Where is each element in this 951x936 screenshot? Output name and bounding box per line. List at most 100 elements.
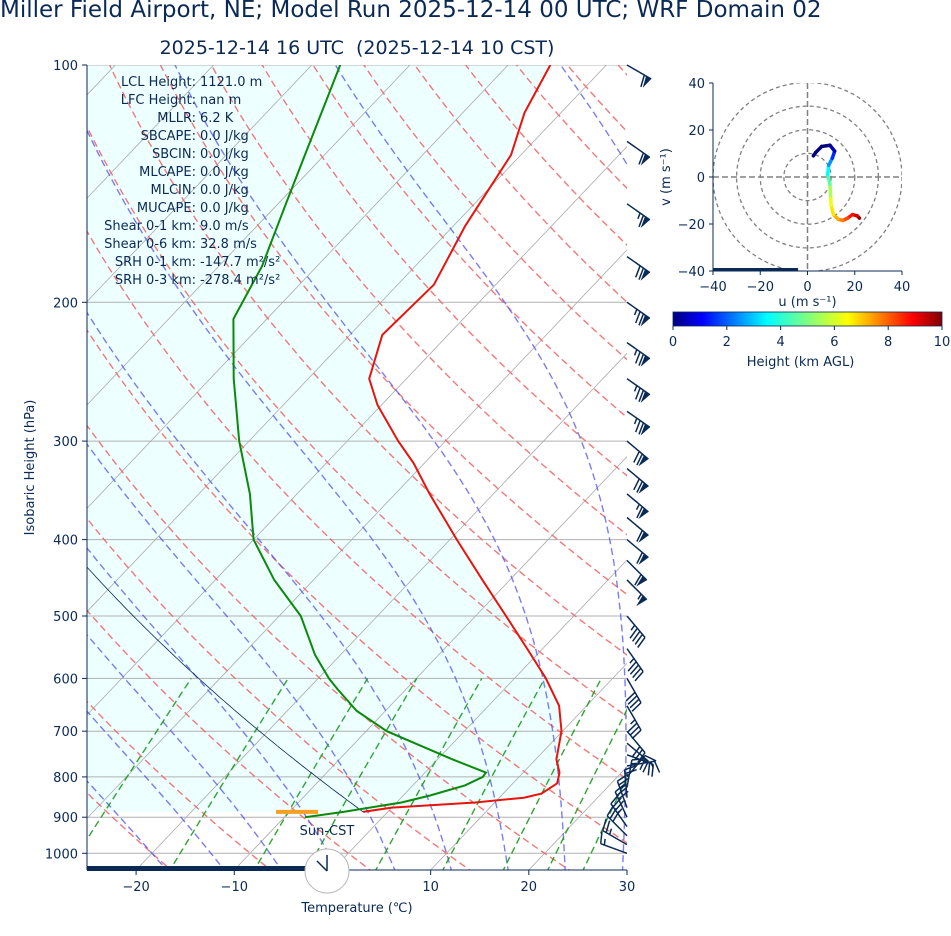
wind-barb-staff	[626, 203, 651, 228]
param-name: SRH 0-1 km:	[115, 255, 196, 270]
y-tick-label: 400	[53, 534, 78, 549]
hodograph-y-tick-label: 20	[688, 124, 705, 139]
wind-barb	[626, 467, 649, 494]
isotherm-line	[725, 65, 951, 870]
hodograph-y-tick-label: −20	[678, 218, 705, 233]
x-tick-label: −10	[221, 880, 248, 895]
isotherm-line	[87, 65, 411, 406]
wind-barb	[626, 742, 650, 773]
param-name: Shear 0-1 km:	[104, 219, 196, 234]
wind-barb-pennant	[636, 595, 647, 607]
param-name: SBCIN:	[152, 147, 196, 162]
parcel-path-line	[87, 566, 364, 813]
wind-barb-staff	[626, 378, 651, 402]
isotherm-line	[87, 65, 607, 613]
dry-adiabat-line	[87, 517, 471, 870]
dry-adiabat-line	[87, 609, 372, 870]
wind-barb-staff	[626, 410, 651, 435]
wind-barb	[599, 831, 628, 855]
param-value: 0.0 J/kg	[200, 129, 249, 144]
moist-adiabat-line	[87, 546, 340, 870]
sun-clock: Sun-CST	[300, 824, 354, 894]
hodograph-segment	[811, 150, 818, 158]
param-name: Shear 0-6 km:	[104, 237, 196, 252]
wind-barb-staff	[626, 705, 642, 740]
y-tick-label: 600	[53, 672, 78, 687]
colorbar-tick-label: 2	[723, 335, 731, 350]
wind-barb	[626, 440, 649, 467]
wind-barb	[626, 648, 644, 682]
x-axis-title: Temperature (℃)	[300, 901, 412, 916]
wind-barb-staff	[616, 773, 630, 808]
wind-barb-staff	[626, 516, 649, 542]
wind-barb	[626, 301, 651, 327]
param-name: LCL Height:	[121, 75, 196, 90]
skew-t-axes: 100 200 300 400 500 600 700 800 900 1000 −20 −10 10 2…	[23, 59, 635, 916]
y-tick-label: 100	[53, 59, 78, 74]
mixing-ratio-line	[547, 708, 627, 870]
wind-barb	[626, 378, 651, 403]
wind-barb-pennant	[636, 575, 647, 587]
wind-barb-pennant	[640, 154, 650, 166]
colorbar-title: Height (km AGL)	[747, 355, 855, 370]
moist-adiabat-line	[87, 311, 453, 870]
wind-barb	[626, 579, 648, 607]
param-value: 0.0 J/kg	[200, 165, 249, 180]
skew-t-plot-area	[87, 47, 951, 873]
param-value: 0.0 J/kg	[200, 147, 249, 162]
height-colorbar: 0 2 4 6 8 10 Height (km AGL)	[669, 311, 951, 370]
hodograph-ground-bar	[713, 268, 799, 271]
hodograph-y-title: v (m s⁻¹)	[659, 148, 674, 206]
param-name: MLCAPE:	[139, 165, 196, 180]
wind-barb-staff	[606, 804, 628, 837]
param-value: nan m	[200, 93, 241, 108]
dry-adiabat-line	[87, 229, 627, 781]
wind-barb	[626, 730, 646, 764]
wind-barb	[602, 818, 628, 846]
wind-barb	[626, 255, 651, 281]
isotherm-line	[87, 65, 509, 509]
moist-adiabat-line	[87, 710, 226, 870]
wind-barb	[626, 516, 649, 543]
wind-barb	[616, 773, 630, 808]
isotherm-line	[332, 559, 627, 870]
param-name: LFC Height:	[121, 93, 196, 108]
wind-barb-pennant	[640, 216, 650, 228]
wind-barb-staff	[599, 831, 628, 855]
mixing-ratio-line	[305, 678, 418, 870]
wind-barb-staff	[626, 648, 644, 682]
hodograph-x-tick-label: 0	[803, 280, 811, 295]
mixing-ratio-line	[253, 678, 369, 870]
dry-adiabat-line	[108, 65, 627, 656]
moist-adiabat-line	[87, 633, 283, 870]
wind-barb	[626, 140, 651, 166]
colorbar-gradient	[672, 311, 943, 327]
hodograph-x-tick-label: 40	[894, 280, 911, 295]
wind-barb-pennant	[640, 423, 650, 436]
isotherm-line	[87, 249, 627, 819]
param-name: SRH 0-3 km:	[115, 273, 196, 288]
colorbar-tick-label: 10	[934, 335, 951, 350]
isotherm-line	[87, 145, 627, 716]
wind-barb	[606, 804, 628, 837]
wind-barb	[626, 342, 651, 367]
hodograph-x-tick-label: −20	[747, 280, 774, 295]
dry-adiabat-line	[159, 65, 627, 596]
isotherm-line	[823, 65, 951, 870]
wind-barb-pennant	[640, 391, 650, 403]
y-tick-label: 900	[53, 811, 78, 826]
wind-barb	[626, 705, 642, 740]
isotherm-line	[528, 766, 627, 870]
dry-adiabat-line	[753, 47, 951, 873]
moist-adiabat-line	[174, 65, 566, 870]
isotherm-line	[430, 662, 627, 870]
chart-subtitle: 2025-12-14 16 UTC (2025-12-14 10 CST)	[159, 37, 555, 59]
x-tick-label: −20	[122, 880, 149, 895]
y-axis-title: Isobaric Height (hPa)	[23, 400, 38, 536]
wind-barb-staff	[625, 678, 642, 712]
param-name: MLLR:	[157, 111, 196, 126]
wind-barb-staff	[626, 140, 651, 165]
mixing-ratio-line	[169, 678, 289, 870]
wind-barb-pennant	[640, 314, 650, 327]
y-tick-label: 300	[53, 435, 78, 450]
